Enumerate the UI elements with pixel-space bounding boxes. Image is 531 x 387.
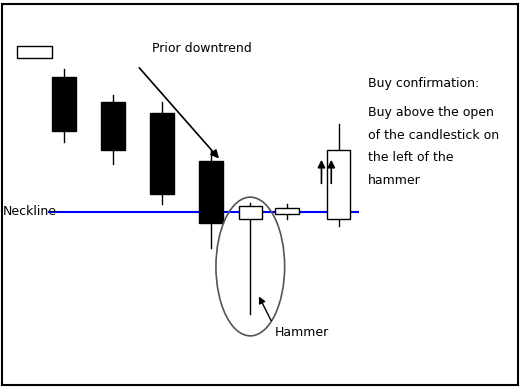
Bar <box>199 161 223 223</box>
Bar <box>327 150 350 219</box>
Bar <box>101 102 125 150</box>
Text: Hammer: Hammer <box>275 326 329 339</box>
Bar <box>52 77 75 132</box>
Bar <box>276 208 299 214</box>
Text: Neckline: Neckline <box>3 205 56 218</box>
Text: hammer: hammer <box>368 174 421 187</box>
Bar <box>150 113 174 194</box>
Text: Buy above the open: Buy above the open <box>368 106 494 119</box>
Bar <box>17 46 52 58</box>
Text: of the candlestick on: of the candlestick on <box>368 128 499 142</box>
Text: Prior downtrend: Prior downtrend <box>152 42 252 55</box>
Text: Buy confirmation:: Buy confirmation: <box>368 77 479 90</box>
Bar <box>238 206 262 219</box>
Text: the left of the: the left of the <box>368 151 453 164</box>
